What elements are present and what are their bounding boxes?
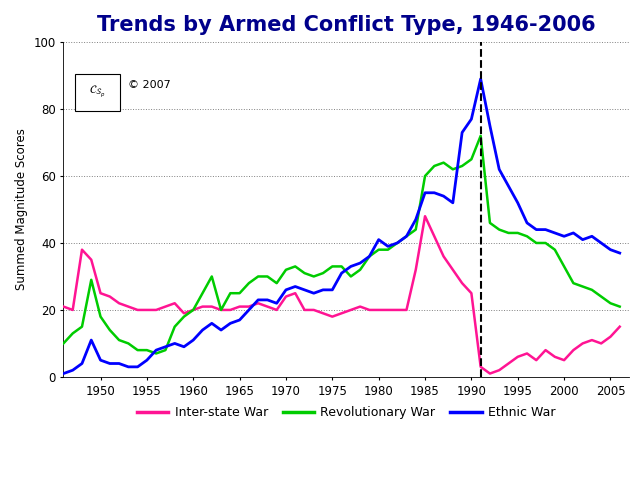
- Text: $\mathcal{C}_{\mathcal{S}_p}$: $\mathcal{C}_{\mathcal{S}_p}$: [89, 84, 106, 100]
- Title: Trends by Armed Conflict Type, 1946-2006: Trends by Armed Conflict Type, 1946-2006: [97, 15, 596, 35]
- Text: © 2007: © 2007: [129, 80, 171, 90]
- Legend: Inter-state War, Revolutionary War, Ethnic War: Inter-state War, Revolutionary War, Ethn…: [132, 401, 560, 424]
- Y-axis label: Summed Magnitude Scores: Summed Magnitude Scores: [15, 129, 28, 290]
- FancyBboxPatch shape: [75, 74, 120, 111]
